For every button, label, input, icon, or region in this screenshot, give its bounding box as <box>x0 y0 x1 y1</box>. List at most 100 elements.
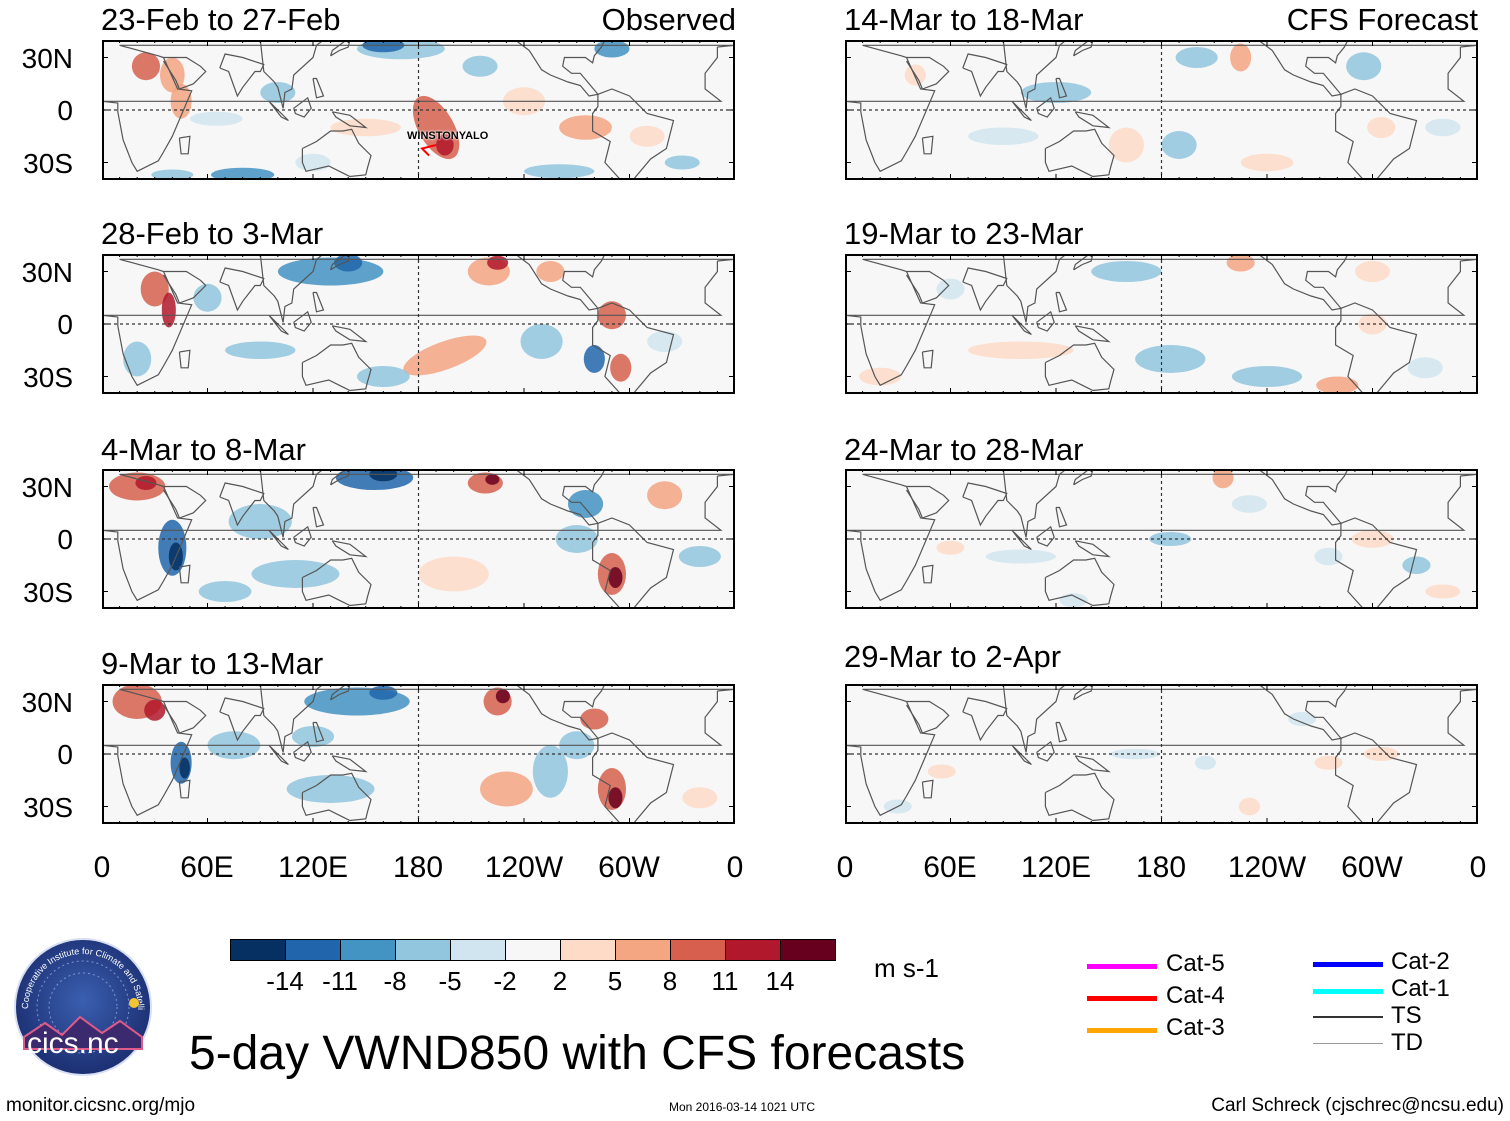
colorbar-tick-label: -11 <box>322 966 358 996</box>
anomaly-blob <box>1135 345 1206 373</box>
map-panel-observed-1 <box>102 40 735 180</box>
anomaly-blob <box>559 115 612 140</box>
footer-url: monitor.cicsnc.org/mjo <box>6 1095 196 1116</box>
coastline <box>330 40 351 57</box>
legend-swatch <box>1087 964 1157 969</box>
footer-timestamp: Mon 2016-03-14 1021 UTC <box>669 1100 816 1114</box>
coastline <box>1335 517 1418 609</box>
anomaly-blob <box>1230 43 1252 72</box>
storm-track <box>420 144 437 157</box>
anomaly-blob <box>403 335 487 376</box>
legend-swatch <box>1313 962 1383 967</box>
coastline <box>514 684 606 741</box>
anomaly-blob <box>1314 547 1343 566</box>
colorbar-swatch <box>450 939 506 961</box>
lat-label: 30N <box>21 687 73 718</box>
coastline <box>514 254 606 311</box>
anomaly-blob <box>1316 376 1359 394</box>
anomaly-blob <box>647 331 683 352</box>
map-frame <box>845 684 1478 824</box>
map-frame <box>102 469 735 609</box>
map-panel-observed-3 <box>102 469 735 609</box>
coastline <box>268 744 289 766</box>
coastline <box>962 53 1008 98</box>
lon-label: 60W <box>1341 851 1403 884</box>
lon-label: 0 <box>1469 851 1487 884</box>
anomaly-blob <box>608 567 623 588</box>
anomaly-blob <box>485 474 500 485</box>
anomaly-blob <box>664 155 700 170</box>
anomaly-blob <box>286 775 375 803</box>
coastline <box>1036 525 1055 547</box>
anomaly-blob <box>536 261 565 282</box>
colorbar-tick-label: -8 <box>383 966 407 996</box>
coastline <box>102 688 735 817</box>
coastline <box>178 779 191 799</box>
anomaly-shading <box>109 469 721 602</box>
coastline <box>1257 684 1349 741</box>
coastline <box>301 342 372 392</box>
coastline <box>162 700 207 734</box>
lon-label: 0 <box>836 851 854 884</box>
coastline <box>219 267 265 312</box>
colorbar-tick-label: 5 <box>607 966 623 996</box>
coastline <box>219 482 265 527</box>
lon-label: 0 <box>93 851 111 884</box>
lon-label: 180 <box>392 851 444 884</box>
coastline <box>962 482 1008 527</box>
map-panel-observed-2 <box>102 254 735 394</box>
panel-title-2: 28-Feb to 3-Mar <box>101 216 324 251</box>
coastline <box>1073 684 1094 701</box>
coastline <box>219 53 265 98</box>
anomaly-blob <box>140 271 169 307</box>
coastline <box>921 135 934 155</box>
colorbar-swatch <box>230 939 286 961</box>
coastline <box>592 88 675 180</box>
map-frame <box>102 254 735 394</box>
coastline <box>312 291 325 313</box>
anomaly-blob <box>487 255 509 270</box>
map-panel-forecast-3 <box>845 469 1478 609</box>
panel-title-8: 29-Mar to 2-Apr <box>844 639 1062 674</box>
coastline <box>845 688 1478 817</box>
anomaly-blob <box>1407 357 1443 379</box>
coastline <box>1011 529 1032 551</box>
anomaly-blob <box>1358 313 1387 335</box>
anomaly-blob <box>1091 261 1162 282</box>
anomaly-blob <box>291 726 335 747</box>
anomaly-blob <box>985 549 1056 564</box>
coastline <box>1074 111 1111 129</box>
legend-label: TS <box>1391 1002 1422 1029</box>
coastline <box>592 302 675 394</box>
coastline <box>178 349 191 369</box>
anomaly-blob <box>1108 127 1144 163</box>
coastline <box>1002 469 1068 538</box>
anomaly-blob <box>462 55 498 77</box>
map-frame <box>845 254 1478 394</box>
coastline <box>301 557 372 607</box>
coastline <box>1335 88 1418 180</box>
lon-label: 180 <box>1135 851 1187 884</box>
map-panel-observed-4 <box>102 684 735 824</box>
map-frame <box>102 40 735 180</box>
legend-swatch <box>1313 989 1383 994</box>
legend-label: Cat-3 <box>1166 1014 1225 1041</box>
anomaly-blob <box>193 283 222 312</box>
legend-swatch <box>1087 996 1157 1001</box>
anomaly-blob <box>225 341 296 359</box>
legend-label: TD <box>1391 1029 1423 1056</box>
anomaly-shading <box>123 254 683 387</box>
coastline <box>921 349 934 369</box>
lon-label: 120E <box>277 851 349 884</box>
anomaly-blob <box>682 787 718 809</box>
anomaly-blob <box>1425 118 1461 137</box>
panel-tag-observed: Observed <box>601 2 736 37</box>
anomaly-blob <box>1194 755 1217 770</box>
colorbar-swatch <box>780 939 836 961</box>
coastline <box>1002 254 1068 323</box>
coastline <box>301 128 372 178</box>
coastline <box>1073 469 1094 486</box>
coastline <box>1002 684 1068 753</box>
map-frame <box>845 469 1478 609</box>
coastline <box>1335 302 1418 394</box>
